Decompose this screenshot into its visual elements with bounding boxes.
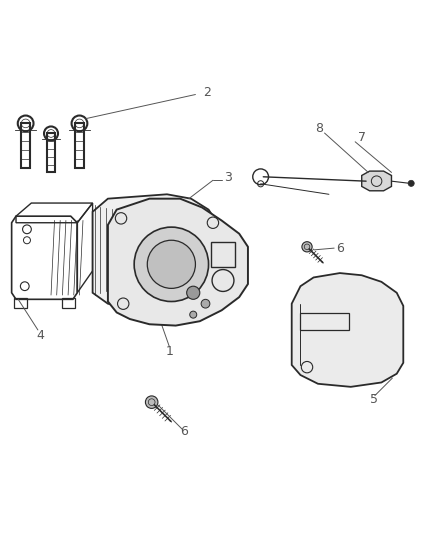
Bar — [210, 243, 234, 266]
Circle shape — [301, 241, 311, 252]
Text: 7: 7 — [357, 131, 365, 144]
Polygon shape — [108, 199, 247, 326]
Text: 2: 2 — [203, 86, 211, 99]
Circle shape — [407, 180, 413, 187]
Circle shape — [134, 227, 208, 302]
Text: 8: 8 — [314, 122, 322, 135]
Circle shape — [147, 240, 195, 288]
Polygon shape — [291, 273, 403, 387]
Text: 5: 5 — [369, 393, 377, 407]
Text: 4: 4 — [36, 329, 44, 342]
Polygon shape — [92, 195, 217, 312]
Text: 1: 1 — [165, 345, 173, 358]
Circle shape — [189, 311, 196, 318]
Text: 3: 3 — [224, 171, 232, 184]
Bar — [300, 313, 348, 330]
Text: 6: 6 — [180, 425, 188, 439]
Bar — [14, 298, 27, 308]
Circle shape — [201, 300, 209, 308]
Circle shape — [186, 286, 199, 300]
Text: 6: 6 — [335, 241, 343, 255]
Circle shape — [145, 396, 158, 408]
Polygon shape — [361, 171, 391, 191]
Bar — [62, 298, 75, 308]
